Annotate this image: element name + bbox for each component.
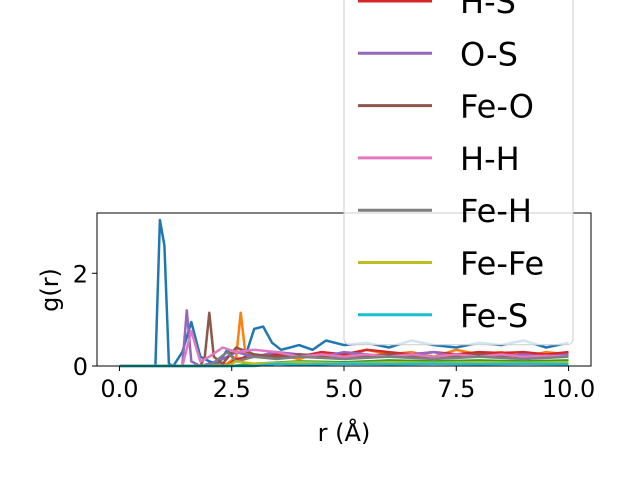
x-tick-label: 5.0 xyxy=(325,375,363,403)
legend: H-S O-S Fe-O H-H Fe-H Fe-Fe Fe-S xyxy=(343,0,574,346)
legend-box xyxy=(343,0,574,346)
legend-label-fe-o: Fe-O xyxy=(460,88,534,126)
x-tick-label: 0.0 xyxy=(100,375,138,403)
ticks-layer: 0.0 2.5 5.0 7.5 10.0 0 2 xyxy=(73,260,596,403)
legend-label-h-h: H-H xyxy=(460,140,520,178)
x-axis-label: r (Å) xyxy=(318,418,371,447)
series-line-fe-s xyxy=(119,362,569,368)
series-layer xyxy=(119,218,569,368)
legend-label-fe-fe: Fe-Fe xyxy=(460,245,544,283)
series-line-h-h xyxy=(119,329,569,368)
y-axis-label: g(r) xyxy=(36,268,64,312)
y-tick-label: 2 xyxy=(73,260,88,288)
series-line-fe-h xyxy=(119,350,569,368)
x-tick-label: 2.5 xyxy=(213,375,251,403)
legend-label-h-s: H-S xyxy=(460,0,516,21)
legend-label-fe-s: Fe-S xyxy=(460,297,528,335)
x-tick-label: 7.5 xyxy=(437,375,475,403)
legend-label-o-s: O-S xyxy=(460,35,518,73)
y-tick-label: 0 xyxy=(73,353,88,381)
legend-label-fe-h: Fe-H xyxy=(460,192,532,230)
x-tick-label: 10.0 xyxy=(542,375,595,403)
